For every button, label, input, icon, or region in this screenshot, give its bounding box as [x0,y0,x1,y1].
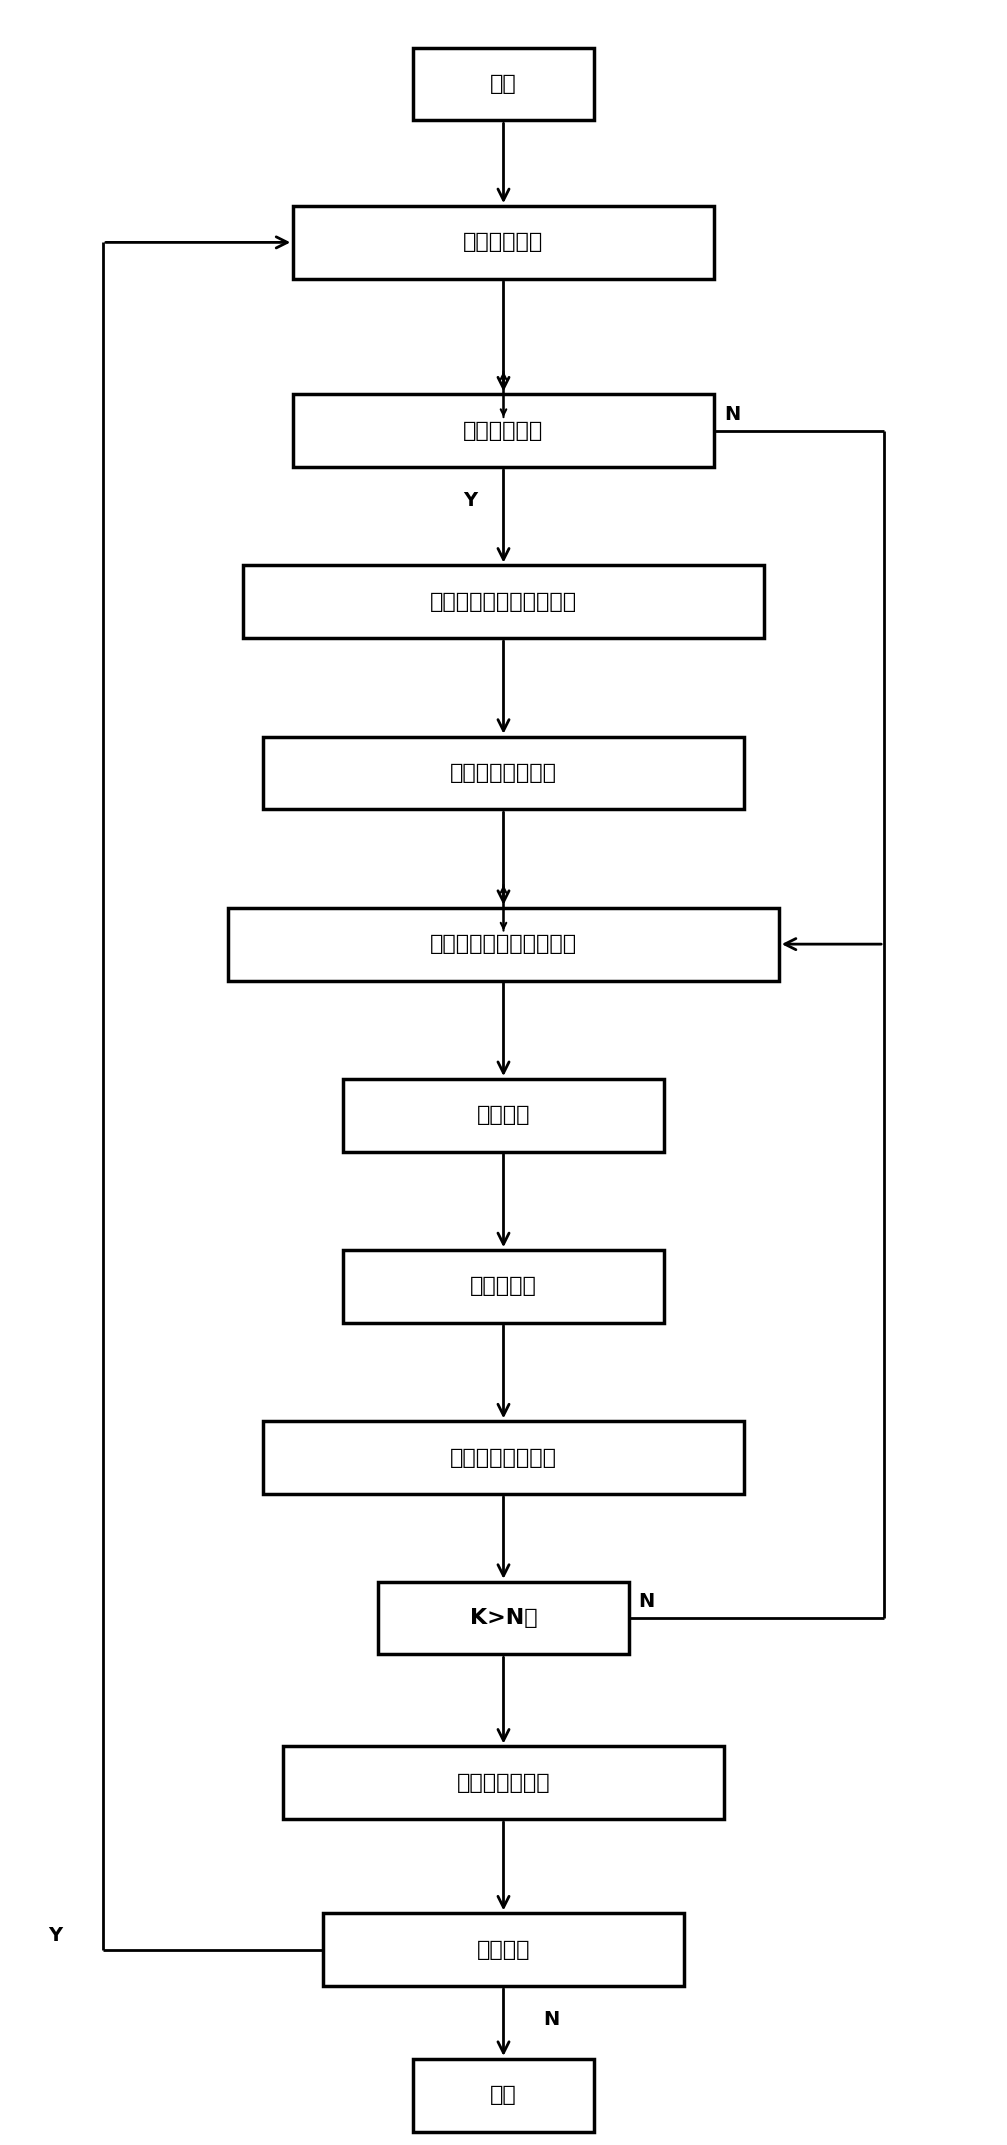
Text: 显示、保存结果: 显示、保存结果 [457,1772,550,1793]
Text: 输入步进间距和时间间隔: 输入步进间距和时间间隔 [430,592,577,611]
FancyBboxPatch shape [293,206,714,279]
FancyBboxPatch shape [263,1422,744,1493]
Text: 确定炉内芯体数量: 确定炉内芯体数量 [450,764,557,783]
FancyBboxPatch shape [413,2059,594,2132]
Text: Y: Y [48,1926,62,1946]
FancyBboxPatch shape [243,566,764,639]
FancyBboxPatch shape [293,395,714,468]
FancyBboxPatch shape [263,736,744,809]
FancyBboxPatch shape [283,1746,724,1819]
FancyBboxPatch shape [379,1581,628,1654]
FancyBboxPatch shape [413,47,594,120]
Text: 计算炉温: 计算炉温 [476,1105,531,1126]
FancyBboxPatch shape [343,1251,664,1323]
Text: 是否移动芯体: 是否移动芯体 [463,420,544,440]
Text: 确定时间步长、空间步长: 确定时间步长、空间步长 [430,933,577,955]
FancyBboxPatch shape [323,1913,684,1986]
Text: N: N [544,2010,560,2029]
Text: 初始数据输入: 初始数据输入 [463,232,544,253]
Text: 结束: 结束 [490,2085,517,2104]
Text: K>N？: K>N？ [469,1609,538,1628]
Text: Y: Y [463,491,477,511]
FancyBboxPatch shape [343,1079,664,1152]
Text: 计算物性参: 计算物性参 [470,1276,537,1296]
Text: 开始: 开始 [490,75,517,94]
Text: 是否继续: 是否继续 [476,1939,531,1961]
FancyBboxPatch shape [229,907,778,980]
Text: N: N [638,1592,655,1611]
Text: N: N [724,405,740,425]
Text: 芯体差分方程计算: 芯体差分方程计算 [450,1448,557,1467]
